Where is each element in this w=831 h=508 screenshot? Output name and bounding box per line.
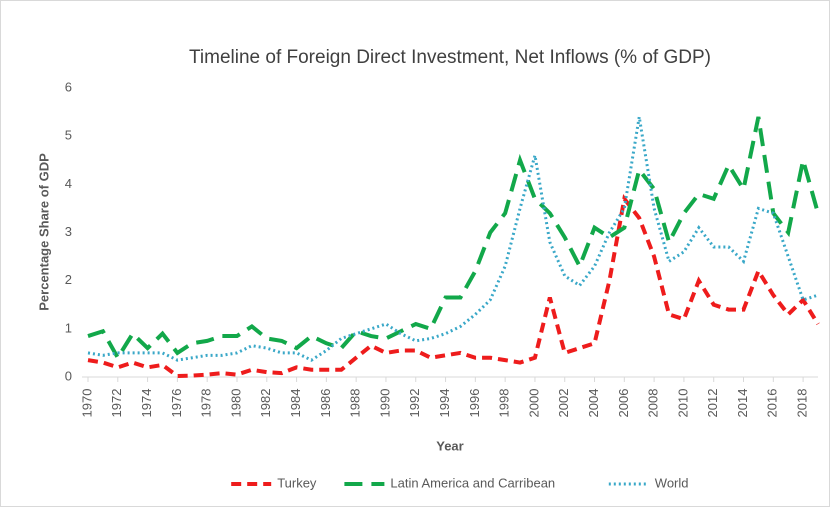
x-tick-label: 2006 — [616, 389, 631, 418]
x-tick-label: 1984 — [288, 389, 303, 418]
x-tick-label: 1986 — [318, 389, 333, 418]
chart-title: Timeline of Foreign Direct Investment, N… — [189, 47, 711, 68]
x-tick-label: 2004 — [586, 389, 601, 418]
x-tick-label: 1990 — [377, 389, 392, 418]
x-tick-label: 1970 — [79, 389, 94, 418]
x-tick-label: 2014 — [735, 389, 750, 418]
y-tick-label: 5 — [65, 128, 72, 143]
y-axis-label: Percentage Share of GDP — [36, 153, 51, 311]
x-tick-label: 2010 — [675, 389, 690, 418]
legend-label: Turkey — [277, 475, 317, 490]
x-tick-label: 2008 — [646, 389, 661, 418]
x-tick-label: 1982 — [258, 389, 273, 418]
series-line — [87, 194, 820, 379]
x-tick-label: 2002 — [556, 389, 571, 418]
x-tick-label: 1988 — [348, 389, 363, 418]
y-tick-label: 1 — [65, 320, 72, 335]
x-tick-label: 1980 — [228, 389, 243, 418]
legend-label: Latin America and Carribean — [390, 475, 555, 490]
x-tick-label: 1998 — [497, 389, 512, 418]
x-tick-label: 2012 — [705, 389, 720, 418]
y-tick-label: 2 — [65, 272, 72, 287]
x-tick-label: 1996 — [467, 389, 482, 418]
x-tick-label: 2018 — [795, 389, 810, 418]
x-axis-label: Year — [436, 438, 463, 453]
y-tick-label: 3 — [65, 224, 72, 239]
x-tick-label: 1992 — [407, 389, 422, 418]
x-tick-label: 1976 — [169, 389, 184, 418]
y-tick-label: 4 — [65, 176, 72, 191]
series-line — [87, 116, 819, 362]
y-tick-label: 6 — [65, 79, 72, 94]
x-tick-label: 1994 — [437, 389, 452, 418]
x-tick-label: 2016 — [765, 389, 780, 418]
series-line — [87, 116, 820, 362]
y-tick-label: 0 — [65, 368, 72, 383]
x-tick-label: 1972 — [109, 389, 124, 418]
x-tick-label: 1974 — [139, 389, 154, 418]
x-tick-label: 2000 — [526, 389, 541, 418]
x-tick-label: 1978 — [199, 389, 214, 418]
legend-label: World — [655, 475, 689, 490]
